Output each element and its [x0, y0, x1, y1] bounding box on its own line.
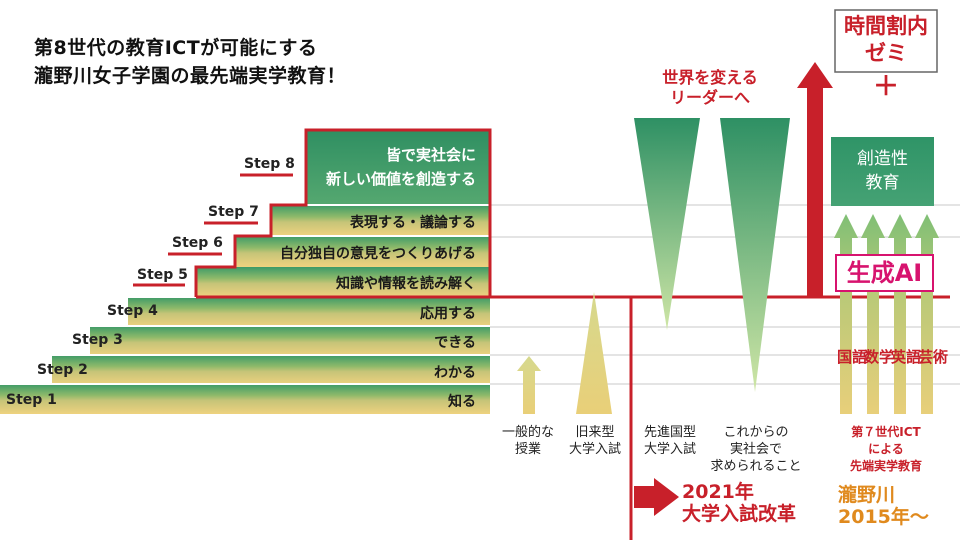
general-lesson-caption-line1: 一般的な	[501, 425, 554, 440]
seminar-box	[834, 9, 938, 73]
old-exam-caption-line1: 旧来型	[575, 425, 615, 440]
step2-label: Step 2	[37, 362, 88, 378]
step5-text: 知識や情報を読み解く	[336, 276, 476, 292]
step7-text: 表現する・議論する	[350, 215, 476, 231]
step1-text: 知る	[448, 394, 476, 410]
reform-year: 2021年	[682, 481, 754, 503]
step8-text-line1: 皆で実社会に	[385, 146, 476, 164]
gen-ai-box	[835, 254, 934, 292]
future-society-caption: これからの 実社会で 求められること	[700, 424, 812, 475]
takinogawa-name: 瀧野川	[838, 484, 896, 506]
advanced-exam-triangle	[634, 118, 700, 330]
seminar-line2: ゼミ	[865, 41, 907, 65]
step5-bar	[196, 267, 490, 297]
general-lesson-caption-line2: 授業	[514, 442, 541, 457]
ict-caption-line1: 第７世代ICT	[851, 425, 921, 439]
step3-label: Step 3	[72, 332, 123, 348]
step8-label: Step 8	[244, 156, 295, 172]
step4-text: 応用する	[420, 306, 476, 322]
step6-bar	[235, 236, 490, 267]
subject-math: 数学	[864, 348, 895, 366]
advanced-exam-caption-line1: 先進国型	[643, 425, 696, 440]
step4-label: Step 4	[107, 303, 158, 319]
ict-caption-line3: 先端実学教育	[849, 459, 922, 473]
old-exam-caption: 旧来型 大学入試	[562, 424, 628, 458]
subject-arts: 芸術	[918, 348, 949, 366]
step1-label: Step 1	[6, 392, 57, 408]
future-society-caption-line2: 実社会で	[729, 442, 782, 457]
world-leader-caption-line2: リーダーへ	[669, 88, 750, 107]
future-society-caption-line1: これからの	[723, 425, 789, 440]
advanced-exam-caption: 先進国型 大学入試	[636, 424, 704, 458]
step2-bar	[52, 355, 490, 385]
creativity-text: 創造性 教育	[831, 147, 934, 195]
old-exam-caption-line2: 大学入試	[568, 442, 621, 457]
old-exam-triangle	[576, 292, 612, 414]
seminar-line1: 時間割内	[844, 14, 928, 38]
step6-text: 自分独自の意見をつくりあげる	[280, 246, 476, 262]
step8-bar	[306, 130, 490, 205]
step7-label: Step 7	[208, 204, 259, 220]
ict-caption-line2: による	[868, 442, 904, 456]
step4-bar	[128, 297, 490, 327]
step7-bar	[271, 205, 490, 236]
step6-label: Step 6	[172, 235, 223, 251]
step8-text-line2: 新しい価値を創造する	[325, 170, 476, 188]
subject-english: 英語	[891, 348, 922, 366]
future-society-triangle	[720, 118, 790, 392]
creativity-line1: 創造性	[857, 149, 908, 169]
advanced-steps-outline	[194, 128, 492, 297]
world-leader-caption: 世界を変える リーダーへ	[650, 68, 770, 108]
step3-bar	[90, 326, 490, 356]
gen-ai-label: 生成AI	[846, 259, 923, 287]
step2-text: わかる	[434, 365, 476, 381]
reform-arrow	[634, 478, 679, 516]
advanced-exam-caption-line2: 大学入試	[643, 442, 696, 457]
future-society-caption-line3: 求められること	[710, 459, 802, 474]
title-line1: 第8世代の教育ICTが可能にする	[34, 37, 318, 59]
title-line2: 瀧野川女子学園の最先端実学教育！	[34, 65, 347, 87]
general-lesson-arrow	[517, 356, 541, 414]
step5-label: Step 5	[137, 267, 188, 283]
creativity-box	[831, 137, 934, 206]
plus-sign: ＋	[872, 72, 899, 102]
takinogawa-since: 瀧野川 2015年〜	[838, 484, 929, 528]
step3-text: できる	[434, 335, 476, 351]
takinogawa-year: 2015年〜	[838, 506, 929, 528]
world-leader-caption-line1: 世界を変える	[662, 68, 758, 87]
step1-bar	[0, 384, 490, 414]
subject-japanese: 国語	[837, 348, 868, 366]
general-lesson-caption: 一般的な 授業	[493, 424, 563, 458]
leader-arrow	[797, 62, 833, 297]
creativity-line2: 教育	[865, 173, 900, 193]
reform-label: 大学入試改革	[682, 503, 797, 525]
ict-caption: 第７世代ICT による 先端実学教育	[826, 424, 946, 475]
reform-text: 2021年 大学入試改革	[682, 481, 796, 525]
seminar-text: 時間割内 ゼミ	[835, 13, 937, 67]
